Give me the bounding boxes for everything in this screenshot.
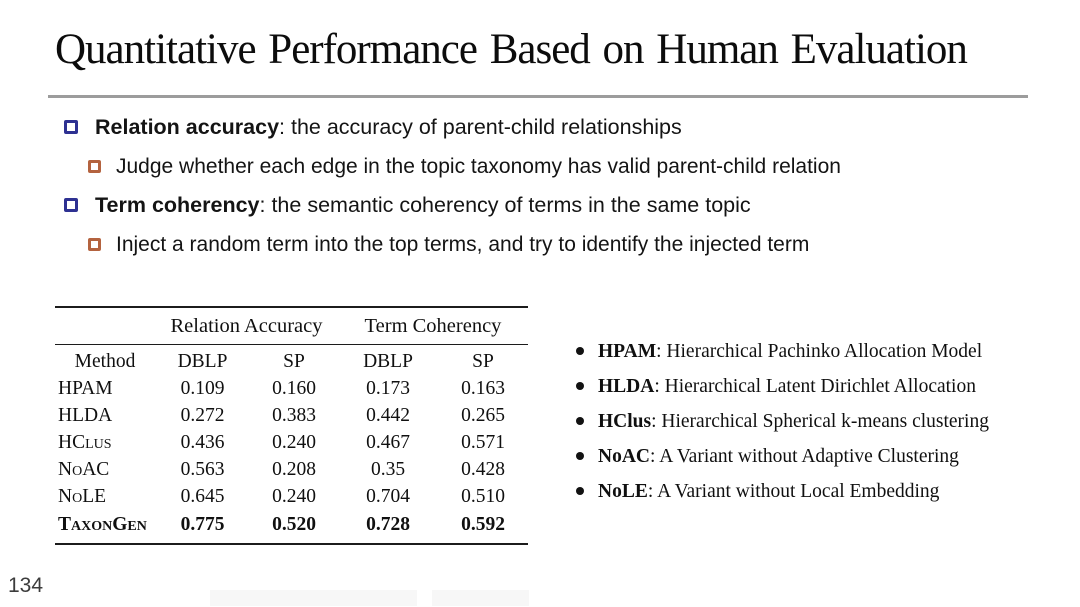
results-table: Relation Accuracy Term Coherency Method D…	[55, 306, 528, 545]
value-cell: 0.467	[366, 432, 410, 453]
value-cell: 0.240	[272, 432, 316, 453]
value-cell: 0.428	[461, 459, 505, 480]
legend-text: HClus: Hierarchical Spherical k-means cl…	[598, 411, 989, 432]
square-bullet-icon	[88, 238, 101, 251]
value-cell: 0.510	[461, 486, 505, 507]
value-cell: 0.163	[461, 378, 505, 399]
table-group-header-row: Relation Accuracy Term Coherency	[55, 307, 528, 345]
value-cell: 0.775	[180, 514, 225, 535]
value-cell: 0.35	[370, 459, 406, 480]
value-cell: 0.173	[366, 378, 410, 399]
table-column-header-row: Method DBLP SP DBLP SP	[55, 345, 528, 376]
method-cell: NoAC	[58, 459, 110, 480]
value-cell: 0.592	[461, 514, 505, 535]
group-header-relation-accuracy: Relation Accuracy	[155, 307, 338, 345]
bullet-item-level-1: Term coherency: the semantic coherency o…	[0, 191, 841, 220]
value-cell: 0.442	[366, 405, 410, 426]
bullet-text: Term coherency: the semantic coherency o…	[95, 193, 751, 217]
legend-text: HLDA: Hierarchical Latent Dirichlet Allo…	[598, 376, 976, 397]
bullet-item-level-2: Inject a random term into the top terms,…	[0, 230, 841, 259]
legend-item: HLDA: Hierarchical Latent Dirichlet Allo…	[576, 375, 1071, 398]
method-cell: HClus	[58, 432, 112, 453]
legend-text: NoLE: A Variant without Local Embedding	[598, 481, 940, 502]
method-cell: HLDA	[58, 405, 113, 426]
legend-item: NoLE: A Variant without Local Embedding	[576, 480, 1071, 503]
dot-bullet-icon	[576, 487, 584, 495]
evaluation-table: Relation Accuracy Term Coherency Method D…	[55, 306, 528, 545]
column-header: SP	[472, 351, 494, 372]
legend-text: HPAM: Hierarchical Pachinko Allocation M…	[598, 341, 983, 362]
dot-bullet-icon	[576, 347, 584, 355]
value-cell: 0.704	[366, 486, 410, 507]
column-header: DBLP	[363, 351, 413, 372]
bullet-item-level-1: Relation accuracy: the accuracy of paren…	[0, 113, 841, 142]
slide-title: Quantitative Performance Based on Human …	[55, 26, 968, 73]
table-row: HLDA 0.272 0.383 0.442 0.265	[55, 402, 528, 429]
value-cell: 0.383	[272, 405, 316, 426]
value-cell: 0.109	[180, 378, 225, 399]
value-cell: 0.160	[272, 378, 316, 399]
legend-item: NoAC: A Variant without Adaptive Cluster…	[576, 445, 1071, 468]
square-bullet-icon	[64, 198, 78, 212]
empty-corner-cell	[55, 307, 155, 345]
value-cell: 0.272	[180, 405, 225, 426]
value-cell: 0.571	[461, 432, 505, 453]
bottom-strip-left	[210, 590, 417, 606]
value-cell: 0.240	[272, 486, 316, 507]
title-divider	[48, 95, 1028, 98]
bullet-text: Judge whether each edge in the topic tax…	[116, 155, 841, 178]
square-bullet-icon	[88, 160, 101, 173]
table-row: TaxonGen 0.775 0.520 0.728 0.592	[55, 510, 528, 544]
table-row: NoAC 0.563 0.208 0.35 0.428	[55, 456, 528, 483]
value-cell: 0.520	[272, 514, 316, 535]
bullet-text: Relation accuracy: the accuracy of paren…	[95, 115, 682, 139]
bullet-item-level-2: Judge whether each edge in the topic tax…	[0, 152, 841, 181]
legend-item: HPAM: Hierarchical Pachinko Allocation M…	[576, 340, 1071, 363]
legend-item: HClus: Hierarchical Spherical k-means cl…	[576, 410, 1071, 433]
bullet-text: Inject a random term into the top terms,…	[116, 233, 810, 256]
dot-bullet-icon	[576, 452, 584, 460]
table-row: NoLE 0.645 0.240 0.704 0.510	[55, 483, 528, 510]
method-cell: HPAM	[58, 378, 113, 399]
method-cell: NoLE	[58, 486, 107, 507]
group-header-term-coherency: Term Coherency	[338, 307, 528, 345]
bottom-strip-right	[432, 590, 529, 606]
bullet-list: Relation accuracy: the accuracy of paren…	[0, 113, 841, 269]
dot-bullet-icon	[576, 417, 584, 425]
value-cell: 0.436	[180, 432, 225, 453]
square-bullet-icon	[64, 120, 78, 134]
column-header: Method	[74, 351, 136, 372]
legend-list: HPAM: Hierarchical Pachinko Allocation M…	[576, 340, 1071, 515]
value-cell: 0.728	[366, 514, 410, 535]
dot-bullet-icon	[576, 382, 584, 390]
column-header: DBLP	[177, 351, 228, 372]
value-cell: 0.265	[461, 405, 505, 426]
value-cell: 0.208	[272, 459, 316, 480]
method-cell: TaxonGen	[58, 514, 147, 535]
legend-text: NoAC: A Variant without Adaptive Cluster…	[598, 446, 959, 467]
column-header: SP	[283, 351, 305, 372]
value-cell: 0.563	[180, 459, 225, 480]
table-row: HPAM 0.109 0.160 0.173 0.163	[55, 375, 528, 402]
table-row: HClus 0.436 0.240 0.467 0.571	[55, 429, 528, 456]
page-number: 134	[8, 574, 44, 597]
value-cell: 0.645	[180, 486, 225, 507]
